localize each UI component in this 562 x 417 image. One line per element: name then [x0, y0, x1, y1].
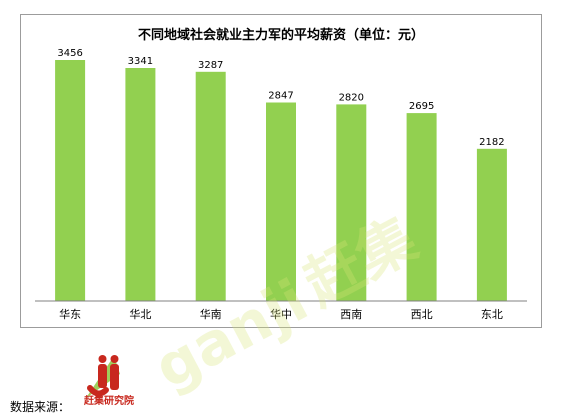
bar-华东: [55, 60, 86, 301]
bars-layer: [55, 60, 507, 302]
logo-text: 赶集研究院: [84, 396, 134, 407]
bar-华中: [266, 102, 296, 301]
data-label-东北: 2182: [479, 137, 504, 148]
category-label-华东: 华东: [59, 307, 81, 321]
chart-frame: 不同地域社会就业主力军的平均薪资（单位：元） 3456 华东 3341 华北 3287 华…: [20, 14, 542, 328]
category-label-西北: 西北: [411, 308, 433, 321]
category-label-华北: 华北: [129, 307, 151, 321]
category-label-华南: 华南: [200, 307, 222, 321]
data-label-华南: 3287: [198, 60, 223, 71]
bar-chart: 不同地域社会就业主力军的平均薪资（单位：元） 3456 华东 3341 华北 3287 华…: [35, 27, 527, 321]
bar-华北: [125, 68, 156, 301]
bar-西南: [336, 104, 367, 302]
labels-layer: 3456 华东 3341 华北 3287 华南 2847 华中 2820 西南 2695 西北 2182…: [57, 48, 504, 321]
data-label-西南: 2820: [339, 92, 364, 103]
chart-title: 不同地域社会就业主力军的平均薪资（单位：元）: [138, 27, 424, 43]
data-label-华北: 3341: [128, 56, 153, 67]
ganji-logo-icon: [86, 355, 120, 398]
source-label: 数据来源：: [10, 400, 71, 414]
data-label-西北: 2695: [409, 101, 434, 112]
bar-西北: [406, 113, 437, 301]
bar-华南: [195, 71, 226, 301]
data-label-华东: 3456: [57, 48, 82, 59]
category-label-东北: 东北: [481, 308, 503, 321]
category-label-西南: 西南: [340, 308, 362, 321]
data-label-华中: 2847: [268, 91, 293, 102]
category-label-华中: 华中: [270, 307, 292, 321]
bar-东北: [476, 148, 507, 301]
